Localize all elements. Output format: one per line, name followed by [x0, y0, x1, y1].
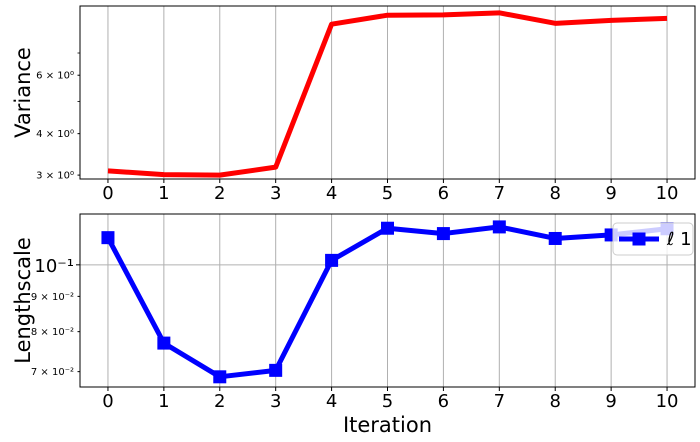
y-tick-label: 3 × 10⁰ — [36, 171, 74, 182]
data-point — [325, 253, 339, 267]
x-tick-label: 0 — [102, 391, 113, 412]
x-tick-label: 6 — [438, 391, 449, 412]
x-tick-label: 7 — [494, 391, 505, 412]
y-tick-label: 4 × 10⁰ — [36, 129, 74, 140]
x-tick-label: 2 — [214, 183, 225, 204]
legend-marker — [632, 232, 646, 246]
x-tick-label: 8 — [550, 391, 561, 412]
x-tick-label: 4 — [326, 391, 337, 412]
y-tick-label: 7 × 10⁻² — [31, 367, 74, 378]
data-point — [381, 221, 394, 235]
x-tick-label: 0 — [102, 183, 113, 204]
x-tick-label: 3 — [270, 391, 281, 412]
variance-chart: 0 1 2 3 4 5 6 7 8 9 10 3 × 10⁰ 4 × 10⁰ 6 × 10⁰Varianc… — [11, 5, 696, 204]
x-axis-title: Iteration — [343, 413, 432, 437]
y-axis-title: Lengthscale — [11, 237, 35, 364]
x-tick-label: 4 — [326, 183, 337, 204]
data-point — [157, 336, 171, 350]
x-tick-label: 6 — [438, 183, 449, 204]
x-tick-label: 1 — [158, 391, 169, 412]
data-point — [101, 231, 115, 245]
x-tick-label: 9 — [605, 183, 616, 204]
x-tick-label: 5 — [382, 391, 393, 412]
x-tick-label: 8 — [550, 183, 561, 204]
y-axis-title: Variance — [11, 47, 35, 138]
data-point — [548, 231, 562, 245]
data-point — [269, 363, 283, 377]
x-tick-label: 10 — [656, 391, 679, 412]
x-tick-label: 3 — [270, 183, 281, 204]
data-point — [492, 220, 506, 234]
y-tick-label: 6 × 10⁰ — [36, 71, 74, 82]
y-tick-label: 10⁻¹ — [34, 256, 74, 277]
x-tick-label: 5 — [382, 183, 393, 204]
legend: ℓ 1 — [612, 222, 694, 256]
y-tick-label: 8 × 10⁻² — [31, 327, 74, 338]
x-tick-label: 1 — [158, 183, 169, 204]
x-tick-label: 10 — [656, 183, 679, 204]
legend-label: ℓ 1 — [666, 229, 692, 250]
data-point — [436, 227, 450, 241]
data-point — [213, 370, 227, 384]
series-line — [107, 10, 668, 178]
x-tick-label: 9 — [605, 391, 616, 412]
x-tick-label: 2 — [214, 391, 225, 412]
x-tick-label: 7 — [494, 183, 505, 204]
lengthscale-chart: 0 1 2 3 4 5 6 7 8 9 10 7 × 10⁻² 8 × 10⁻² 9 × 10⁻² 10⁻¹… — [11, 213, 696, 437]
y-tick-label: 9 × 10⁻² — [31, 292, 74, 303]
